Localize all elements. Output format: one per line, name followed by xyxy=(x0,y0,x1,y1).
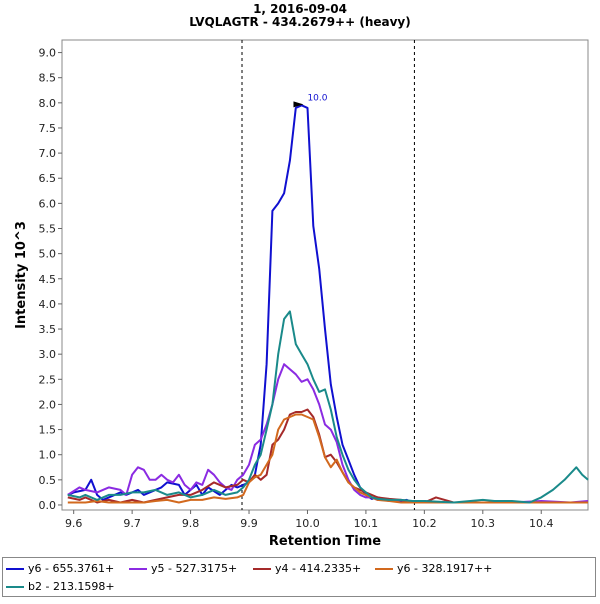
y-axis-ticks: 0.0 0.5 1.0 1.5 2.0 2.5 3.0 3.5 4.0 4.5 5.0 5.5 6.0 6… xyxy=(39,47,62,512)
y-tick-label: 4.0 xyxy=(39,298,57,311)
y-tick-label: 9.0 xyxy=(39,47,57,60)
legend-swatch xyxy=(6,567,24,570)
legend-item-4: b2 - 213.1598+ xyxy=(6,580,115,593)
y-tick-label: 1.0 xyxy=(39,449,57,462)
legend-item-2: y4 - 414.2335+ xyxy=(253,562,361,575)
peak-boundaries xyxy=(241,40,415,510)
y-tick-label: 7.5 xyxy=(39,122,57,135)
series-layer xyxy=(67,104,589,504)
x-tick-label: 9.6 xyxy=(65,517,83,530)
legend-item-1: y5 - 527.3175+ xyxy=(129,562,237,575)
chart-title: 1, 2016-09-04 xyxy=(253,2,347,16)
legend-item-0: y6 - 655.3761+ xyxy=(6,562,114,575)
y-tick-label: 2.0 xyxy=(39,398,57,411)
chart-subtitle: LVQLAGTR - 434.2679++ (heavy) xyxy=(189,15,411,29)
legend-swatch xyxy=(375,567,393,570)
legend-swatch xyxy=(6,585,24,588)
x-tick-label: 10.3 xyxy=(471,517,496,530)
legend: y6 - 655.3761+ y5 - 527.3175+ y4 - 414.2… xyxy=(2,557,596,597)
y-tick-label: 0.5 xyxy=(39,474,57,487)
peak-label: 10.0 xyxy=(307,93,327,103)
series-line xyxy=(67,413,588,504)
x-tick-label: 10.4 xyxy=(529,517,554,530)
x-tick-label: 9.7 xyxy=(123,517,141,530)
y-tick-label: 8.0 xyxy=(39,97,57,110)
x-tick-label: 10.0 xyxy=(295,517,320,530)
series-line xyxy=(67,310,589,504)
legend-swatch xyxy=(129,567,147,570)
legend-label: y6 - 328.1917++ xyxy=(397,562,493,575)
plot-area-frame xyxy=(61,39,589,511)
y-tick-label: 5.0 xyxy=(39,248,57,261)
y-tick-label: 0.0 xyxy=(39,499,57,512)
y-tick-label: 6.5 xyxy=(39,172,57,185)
x-axis-ticks: 9.6 9.7 9.8 9.9 10.0 10.1 10.2 10.3 10.4 xyxy=(65,510,554,530)
legend-item-3: y6 - 328.1917++ xyxy=(375,562,492,575)
x-tick-label: 9.9 xyxy=(240,517,258,530)
y-tick-label: 2.5 xyxy=(39,373,57,386)
x-tick-label: 9.8 xyxy=(182,517,200,530)
legend-label: y6 - 655.3761+ xyxy=(28,562,115,575)
x-axis-label: Retention Time xyxy=(269,534,381,549)
y-tick-label: 5.5 xyxy=(39,223,57,236)
legend-label: y4 - 414.2335+ xyxy=(275,562,362,575)
y-axis-label: Intensity 10^3 xyxy=(14,221,29,329)
x-tick-label: 10.1 xyxy=(354,517,379,530)
y-tick-label: 6.0 xyxy=(39,197,57,210)
y-tick-label: 4.5 xyxy=(39,273,57,286)
y-tick-label: 3.5 xyxy=(39,323,57,336)
legend-label: b2 - 213.1598+ xyxy=(28,580,115,593)
y-tick-label: 7.0 xyxy=(39,147,57,160)
x-tick-label: 10.2 xyxy=(412,517,437,530)
legend-swatch xyxy=(253,567,271,570)
peak-arrow-icon xyxy=(293,101,304,108)
legend-label: y5 - 527.3175+ xyxy=(151,562,238,575)
y-tick-label: 3.0 xyxy=(39,348,57,361)
peak-marker: 10.0 xyxy=(293,93,328,108)
y-tick-label: 8.5 xyxy=(39,72,57,85)
y-tick-label: 1.5 xyxy=(39,424,57,437)
